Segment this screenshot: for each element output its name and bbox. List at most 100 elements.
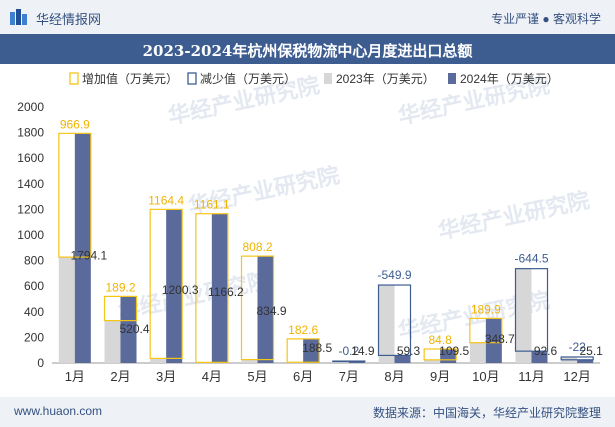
value-label-2024: 834.9 bbox=[256, 304, 286, 318]
value-label-2024: 25.1 bbox=[579, 344, 603, 358]
bar-2024 bbox=[257, 256, 274, 363]
x-tick-label: 6月 bbox=[293, 369, 313, 384]
legend-swatch-decrease bbox=[187, 72, 197, 85]
decrease-label: -22 bbox=[568, 340, 586, 354]
footer-url[interactable]: www.huaon.com bbox=[14, 404, 103, 418]
site-name[interactable]: 华经情报网 bbox=[36, 12, 102, 27]
bar-2023 bbox=[104, 320, 121, 363]
y-tick-label: 1400 bbox=[17, 177, 44, 191]
value-label-2024: 1794.1 bbox=[70, 249, 107, 263]
data-source: 数据来源：中国海关，华经产业研究院整理 bbox=[372, 406, 601, 420]
decrease-box bbox=[560, 356, 594, 361]
x-tick-label: 7月 bbox=[339, 369, 359, 384]
increase-box bbox=[58, 132, 92, 258]
y-tick-label: 200 bbox=[24, 330, 44, 344]
y-tick-label: 1600 bbox=[17, 151, 44, 165]
y-tick-label: 800 bbox=[24, 254, 44, 268]
increase-label: 84.8 bbox=[428, 333, 452, 347]
legend-label: 增加值（万美元） bbox=[82, 71, 178, 86]
y-tick-label: 2000 bbox=[17, 100, 44, 114]
legend-label: 2023年（万美元） bbox=[336, 72, 435, 86]
increase-box bbox=[195, 213, 229, 363]
value-label-2024: 1166.2 bbox=[208, 285, 244, 299]
x-tick-label: 12月 bbox=[563, 369, 590, 384]
x-tick-label: 5月 bbox=[247, 369, 267, 384]
decrease-label: -644.5 bbox=[514, 252, 548, 266]
increase-label: 182.6 bbox=[288, 323, 318, 337]
bar-2024 bbox=[394, 355, 411, 363]
watermark-text: 华经产业研究院 bbox=[436, 187, 592, 243]
increase-box bbox=[240, 255, 275, 361]
bar-2024 bbox=[303, 338, 320, 363]
x-tick-label: 10月 bbox=[472, 369, 499, 384]
increase-box bbox=[286, 338, 320, 363]
bar-2024 bbox=[74, 133, 91, 363]
bar-2024 bbox=[120, 296, 137, 363]
y-tick-label: 400 bbox=[24, 305, 44, 319]
x-tick-label: 1月 bbox=[65, 369, 85, 384]
decrease-box bbox=[514, 268, 549, 352]
decrease-label: -549.9 bbox=[377, 268, 411, 282]
slogan: 专业严谨 ● 客观科学 bbox=[491, 12, 601, 26]
bar-2024 bbox=[577, 359, 594, 363]
x-tick-label: 9月 bbox=[430, 369, 450, 384]
value-label-2024: 188.5 bbox=[302, 341, 332, 355]
legend-label: 减少值（万美元） bbox=[200, 71, 296, 86]
top-bar bbox=[0, 0, 615, 34]
bar-2023 bbox=[378, 285, 395, 363]
x-tick-label: 4月 bbox=[202, 369, 222, 384]
value-label-2024: 59.3 bbox=[397, 344, 421, 358]
y-axis: 0 200 400 600 800 1000 1200 1400 1600 1800 2000 bbox=[17, 100, 600, 370]
increase-label: 1161.1 bbox=[194, 198, 230, 212]
value-label-2024: 109.5 bbox=[439, 344, 469, 358]
bar-2024 bbox=[166, 209, 183, 363]
bar-2023 bbox=[515, 268, 532, 363]
bars bbox=[58, 132, 594, 363]
decrease-label: -0.2 bbox=[338, 344, 359, 358]
increase-box bbox=[423, 348, 457, 361]
value-label-2024: 520.4 bbox=[119, 322, 149, 336]
y-tick-label: 1000 bbox=[17, 228, 44, 242]
footer-bar bbox=[0, 397, 615, 427]
x-tick-label: 2月 bbox=[110, 369, 130, 384]
bar-2024 bbox=[531, 351, 548, 363]
increase-label: 1164.4 bbox=[148, 193, 184, 207]
huajing-logo-icon bbox=[10, 9, 27, 25]
increase-box bbox=[149, 208, 183, 360]
data-labels: 966.9 1794.1 189.2 520.4 1164.4 1200.3 1161.1 1… bbox=[60, 117, 603, 358]
increase-label: 189.9 bbox=[471, 302, 501, 316]
increase-label: 808.2 bbox=[242, 240, 272, 254]
title-bar bbox=[0, 34, 615, 64]
bar-2023 bbox=[150, 358, 167, 363]
x-axis: 1月 2月 3月 4月 5月 6月 7月 8月 9月 10月 11月 12月 bbox=[65, 369, 591, 384]
y-tick-label: 600 bbox=[24, 279, 44, 293]
legend-swatch-2024 bbox=[448, 73, 456, 84]
value-label-2024: 1200.3 bbox=[162, 283, 199, 297]
chart-title: 2023-2024年杭州保税物流中心月度进出口总额 bbox=[142, 42, 473, 60]
decrease-box bbox=[377, 284, 412, 357]
bar-2023 bbox=[241, 359, 258, 363]
legend-swatch-increase bbox=[69, 72, 79, 85]
y-tick-label: 0 bbox=[37, 356, 44, 370]
legend-label: 2024年（万美元） bbox=[460, 72, 559, 86]
y-tick-label: 1200 bbox=[17, 202, 44, 216]
x-tick-label: 3月 bbox=[156, 369, 176, 384]
value-label-2024: 348.7 bbox=[485, 332, 515, 346]
y-tick-label: 1800 bbox=[17, 126, 44, 140]
bar-2024 bbox=[211, 213, 228, 363]
bar-2023 bbox=[424, 359, 441, 363]
bar-2023 bbox=[469, 342, 486, 363]
decrease-box bbox=[332, 360, 366, 363]
legend-swatch-2023 bbox=[324, 73, 332, 84]
value-label-2024: 92.6 bbox=[534, 344, 558, 358]
x-tick-label: 11月 bbox=[518, 369, 545, 384]
bar-2024 bbox=[485, 318, 502, 363]
increase-box bbox=[103, 295, 138, 322]
increase-label: 189.2 bbox=[105, 280, 135, 294]
legend: 增加值（万美元） 减少值（万美元） 2023年（万美元） 2024年（万美元） bbox=[69, 71, 559, 86]
value-label-2024: 14.9 bbox=[351, 344, 375, 358]
x-tick-label: 8月 bbox=[384, 369, 404, 384]
increase-box bbox=[469, 317, 503, 344]
increase-label: 966.9 bbox=[60, 117, 90, 131]
